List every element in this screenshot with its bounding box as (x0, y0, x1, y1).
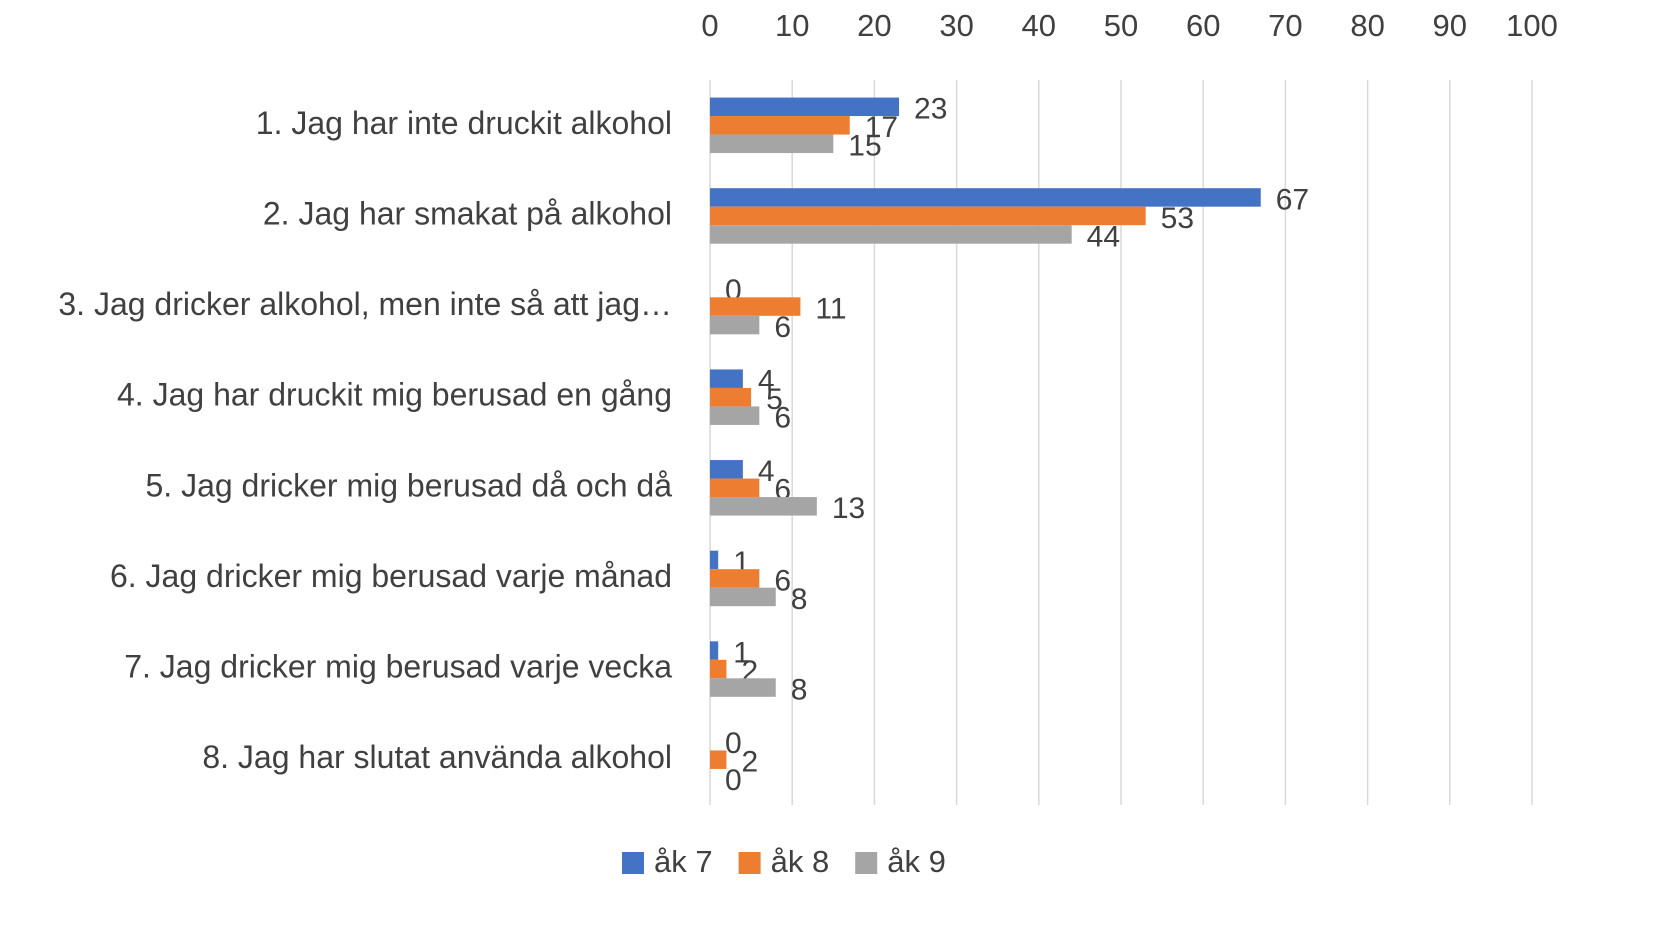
bar (710, 387, 752, 407)
legend-label: åk 7 (654, 844, 713, 879)
data-label: 15 (848, 130, 881, 163)
legend-label: åk 9 (887, 844, 946, 879)
bar (710, 678, 776, 697)
data-label: 44 (1087, 220, 1120, 253)
data-label: 1 (733, 636, 750, 669)
x-tick-label: 50 (1104, 8, 1138, 43)
data-label: 0 (725, 764, 742, 797)
category-label: 6. Jag dricker mig berusad varje månad (110, 558, 672, 594)
legend-label: åk 8 (771, 844, 830, 879)
legend-swatch (622, 852, 644, 874)
category-label: 5. Jag dricker mig berusad då och då (145, 467, 672, 503)
data-label: 2 (741, 746, 758, 779)
x-tick-label: 100 (1506, 8, 1558, 43)
data-label: 8 (791, 673, 808, 706)
data-label: 8 (791, 583, 808, 616)
category-label: 4. Jag har druckit mig berusad en gång (117, 377, 672, 413)
data-label: 17 (865, 111, 898, 144)
bar (710, 497, 817, 516)
x-tick-label: 40 (1022, 8, 1056, 43)
category-label: 7. Jag dricker mig berusad varje vecka (124, 649, 672, 685)
data-label: 5 (766, 383, 783, 416)
bar (710, 225, 1072, 244)
bar (710, 641, 719, 660)
bar (710, 587, 776, 607)
data-label: 53 (1161, 202, 1194, 235)
x-tick-label: 90 (1433, 8, 1467, 43)
bar (710, 315, 760, 335)
legend-swatch (855, 852, 878, 874)
category-label: 2. Jag har smakat på alkohol (263, 195, 672, 231)
bar (710, 97, 900, 117)
bar (710, 569, 760, 588)
x-tick-label: 70 (1268, 8, 1302, 43)
x-tick-label: 30 (939, 8, 973, 43)
data-label: 6 (774, 311, 791, 344)
bar (710, 460, 743, 479)
data-label: 4 (758, 455, 775, 488)
bar (710, 659, 727, 679)
data-label: 6 (774, 402, 791, 435)
bar (710, 134, 834, 154)
data-label: 11 (815, 292, 846, 325)
bar (710, 116, 850, 135)
data-label: 67 (1276, 183, 1309, 216)
bar (710, 206, 1146, 226)
x-tick-label: 80 (1350, 8, 1384, 43)
bar (710, 369, 743, 388)
category-label: 3. Jag dricker alkohol, men inte så att … (58, 286, 672, 322)
x-tick-label: 60 (1186, 8, 1220, 43)
data-label: 6 (774, 564, 791, 597)
bar (710, 750, 727, 769)
x-tick-label: 10 (775, 8, 809, 43)
x-tick-label: 20 (857, 8, 891, 43)
category-label: 1. Jag har inte druckit alkohol (256, 105, 672, 141)
data-label: 23 (914, 93, 947, 126)
data-label: 13 (832, 492, 865, 525)
data-label: 0 (725, 727, 742, 760)
bar (710, 297, 801, 316)
bar (710, 188, 1261, 207)
legend-swatch (738, 852, 761, 874)
data-label: 4 (758, 365, 775, 398)
bar (710, 406, 760, 425)
category-label: 8. Jag har slutat använda alkohol (202, 739, 672, 775)
bar (710, 478, 760, 498)
bar (710, 550, 719, 570)
x-tick-label: 0 (701, 8, 718, 43)
